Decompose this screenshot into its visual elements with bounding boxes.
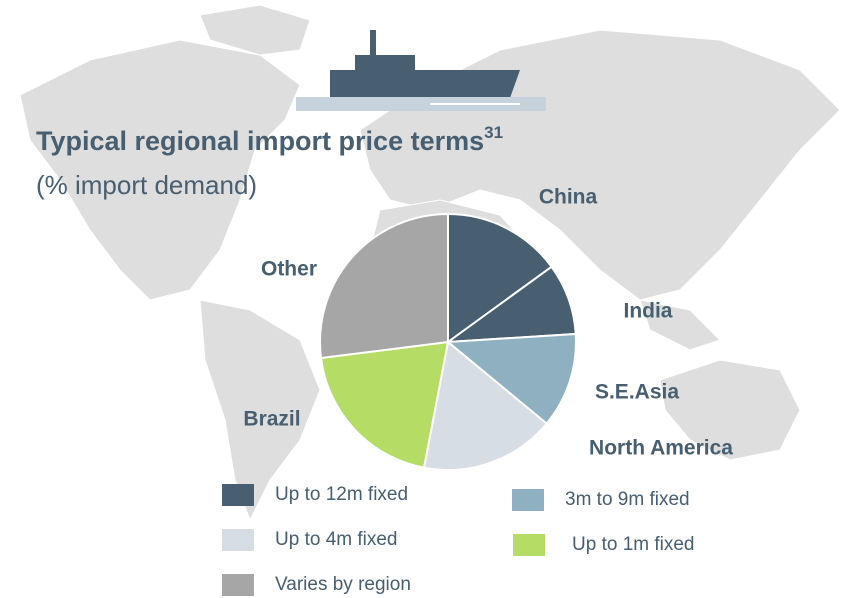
- legend-label: Varies by region: [275, 574, 411, 595]
- legend-label: 3m to 9m fixed: [565, 489, 690, 510]
- slice-label: Other: [261, 258, 317, 281]
- pie-slice: [445, 332, 577, 425]
- slice-label: S.E.Asia: [595, 381, 679, 404]
- slice-label: India: [623, 300, 672, 323]
- pie-slice: [422, 340, 549, 471]
- legend-swatch: [222, 574, 254, 596]
- legend-swatch: [513, 534, 545, 556]
- legend-swatch: [512, 489, 544, 511]
- slice-label: Brazil: [243, 408, 300, 431]
- legend-label: Up to 1m fixed: [572, 534, 695, 555]
- pie-slice: [447, 212, 553, 344]
- pie-slice: [319, 340, 450, 469]
- legend-swatch: [222, 484, 254, 506]
- chart-subtitle: (% import demand): [36, 170, 257, 200]
- title-superscript: 31: [484, 123, 503, 142]
- slice-label: North America: [589, 437, 733, 460]
- legend-swatch: [222, 529, 254, 551]
- ship-icon: [296, 30, 546, 111]
- legend-label: Up to 12m fixed: [275, 484, 408, 505]
- slice-label: China: [539, 186, 598, 209]
- chart-title-group: Typical regional import price terms31: [36, 123, 503, 156]
- legend-label: Up to 4m fixed: [275, 529, 398, 550]
- pie-slice: [319, 212, 449, 360]
- chart-title: Typical regional import price terms: [36, 126, 484, 156]
